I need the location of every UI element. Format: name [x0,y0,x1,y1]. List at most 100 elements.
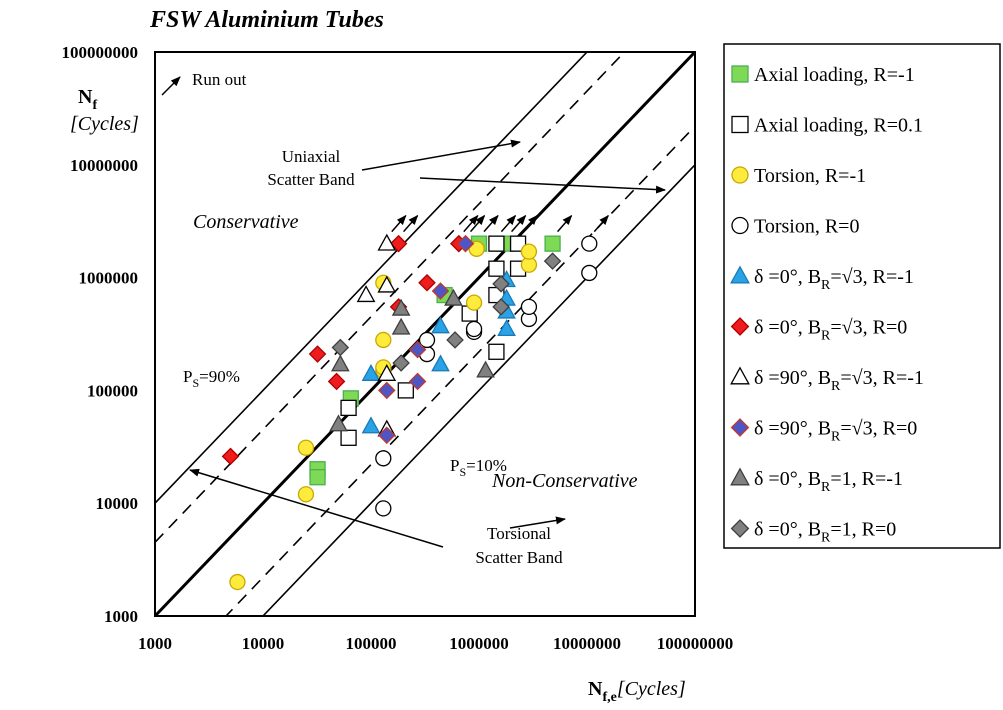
run-out-arrow [511,214,527,233]
data-point [327,372,346,391]
data-point [444,288,463,306]
data-point [297,486,315,503]
series-6 [221,234,468,466]
chart-title: FSW Aluminium Tubes [149,7,384,33]
legend-marker [731,216,749,235]
data-point [329,414,348,432]
run-out-arrow [463,214,479,233]
uniaxial-band-arrow-2 [419,177,666,194]
x-tick-label: 100000000 [657,634,734,653]
data-point [361,416,381,434]
data-point [356,285,376,303]
series-4 [375,235,598,517]
uniaxial-band-label-line2: Scatter Band [267,170,355,189]
data-point [340,429,357,446]
legend-marker [730,467,750,486]
uniaxial-band-label-line1: Uniaxial [282,147,341,166]
data-point [431,354,450,372]
data-point [488,343,505,360]
legend-label: δ =90°, BR=√3, R=-1 [754,367,924,394]
conservative-label: Conservative [193,211,299,233]
data-point [581,264,598,282]
y-axis-unit: [Cycles] [70,113,139,135]
data-point [375,500,392,517]
data-point [297,439,315,456]
legend: Axial loading, R=-1 Axial loading, R=0.1 T… [730,64,924,546]
x-tick-label: 10000000 [553,634,621,653]
y-tick-label: 1000 [104,607,138,626]
x-tick-label: 1000 [138,634,172,653]
data-point [476,360,495,378]
data-point [488,235,505,252]
run-out-arrow [469,214,486,233]
legend-label: δ =90°, BR=√3, R=0 [754,418,917,445]
series-10 [331,252,562,372]
data-point [330,354,350,372]
torsional-band-arrow-2 [509,516,566,529]
ps10-label: PS=10% [450,456,507,479]
data-point [431,316,450,334]
y-tick-label: 100000000 [62,43,139,62]
legend-marker [730,366,750,385]
data-point [520,298,538,316]
torsional-band-label-line2: Scatter Band [475,548,563,567]
y-tick-label: 1000000 [79,269,139,288]
x-tick-label: 1000000 [449,634,509,653]
data-point [509,235,527,252]
data-point [544,235,561,252]
run-out-label: Run out [192,70,247,89]
data-point [492,298,510,316]
run-out-arrow [500,214,517,233]
data-point [465,320,483,338]
data-point [581,235,598,252]
data-point [221,447,240,466]
uniaxial-band-arrow-1 [361,139,521,171]
data-point [465,294,483,311]
x-tick-label: 10000 [242,634,285,653]
data-point [391,317,411,335]
legend-label: Axial loading, R=0.1 [754,115,923,137]
run-out-arrow [557,214,573,233]
torsional-band-upper [155,52,589,504]
ps90-label: PS=90% [183,367,240,390]
non-conservative-label: Non-Conservative [491,470,638,492]
data-point [375,450,392,467]
legend-marker [730,317,750,336]
legend-marker [731,166,749,184]
run-out-arrows [391,214,609,233]
data-point [418,273,436,292]
legend-box [723,43,1001,549]
y-tick-labels: 1000 10000 100000 1000000 10000000 100000000 [62,43,139,626]
legend-marker [730,418,750,437]
data-point [408,372,427,391]
data-point [446,331,464,349]
data-point [418,331,436,349]
data-point [377,275,397,293]
run-out-legend-arrow [161,76,181,96]
legend-label: δ =0°, BR=1, R=0 [754,519,896,546]
data-point [375,331,392,349]
run-out-arrow [522,214,538,233]
data-point [331,338,350,357]
x-axis-label: Nf,e[Cycles] [588,678,686,705]
legend-label: Torsion, R=-1 [754,165,866,187]
legend-marker [731,115,749,134]
data-point [377,381,396,400]
data-point [377,426,396,445]
torsional-band-lower [261,164,695,616]
plot-frame [154,51,696,617]
data-point [408,340,427,359]
data-point [308,345,327,363]
y-tick-label: 10000 [96,494,139,513]
data-point [492,275,510,293]
legend-marker [730,265,750,284]
legend-marker [731,65,749,83]
data-point [229,573,246,591]
data-point [391,298,411,316]
y-tick-label: 10000000 [70,156,138,175]
legend-label: δ =0°, BR=√3, R=-1 [754,266,914,293]
data-point [377,363,397,381]
series-2 [340,235,527,446]
uniaxial-band-upper [155,52,626,543]
